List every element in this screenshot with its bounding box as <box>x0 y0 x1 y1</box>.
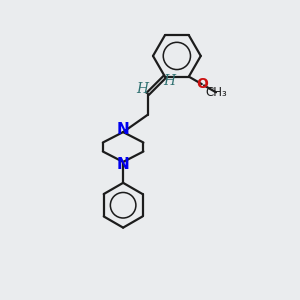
Text: CH₃: CH₃ <box>205 86 227 99</box>
Text: N: N <box>117 122 130 136</box>
Text: H: H <box>136 82 148 96</box>
Text: H: H <box>164 74 175 88</box>
Text: O: O <box>196 77 208 91</box>
Text: N: N <box>117 158 130 172</box>
